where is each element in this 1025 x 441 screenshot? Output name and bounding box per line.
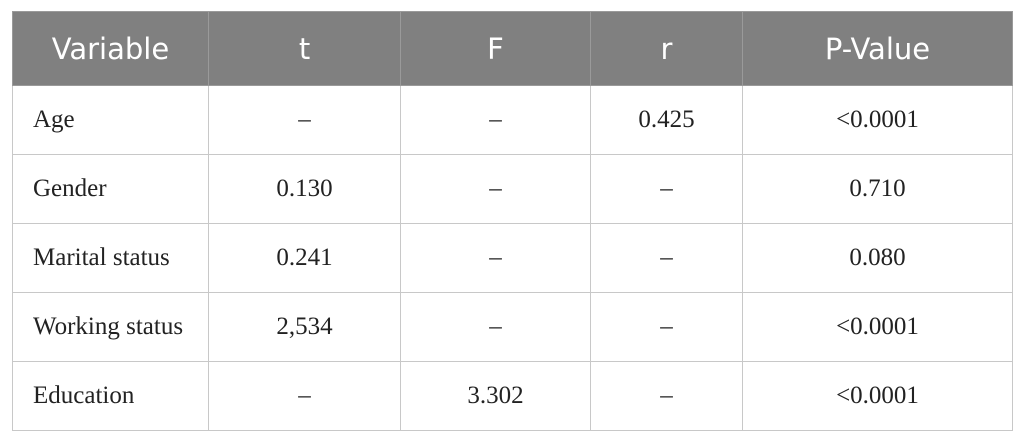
table-row: Working status 2,534– – <0.0001 bbox=[12, 292, 1013, 362]
cell: <0.0001 bbox=[742, 85, 1013, 155]
cell: 2,534 bbox=[208, 292, 401, 362]
cell: <0.0001 bbox=[742, 361, 1013, 431]
cell: – bbox=[590, 223, 743, 293]
header-cell: t bbox=[208, 11, 401, 86]
table-row: Age – –0.425 <0.0001 bbox=[12, 85, 1013, 155]
cell: – bbox=[400, 223, 591, 293]
cell: – bbox=[590, 154, 743, 224]
cell: 0.130 bbox=[208, 154, 401, 224]
header-cell: F bbox=[400, 11, 591, 86]
row-label: Education bbox=[12, 361, 209, 431]
row-label: Working status bbox=[12, 292, 209, 362]
table-row: Gender 0.130– –0.710 bbox=[12, 154, 1013, 224]
row-label: Marital status bbox=[12, 223, 209, 293]
table-row: Education –3.302– <0.0001 bbox=[12, 361, 1013, 431]
table-body: Age – –0.425 <0.0001 Gender 0.130– –0.710 Marit… bbox=[12, 85, 1013, 431]
cell: – bbox=[400, 292, 591, 362]
cell: 3.302 bbox=[400, 361, 591, 431]
header-cell: Variable bbox=[12, 11, 209, 86]
cell: – bbox=[208, 361, 401, 431]
row-label: Age bbox=[12, 85, 209, 155]
cell: <0.0001 bbox=[742, 292, 1013, 362]
table-row: Marital status 0.241– –0.080 bbox=[12, 223, 1013, 293]
cell: – bbox=[590, 361, 743, 431]
cell: – bbox=[208, 85, 401, 155]
cell: 0.080 bbox=[742, 223, 1013, 293]
header-cell: P-Value bbox=[742, 11, 1013, 86]
cell: – bbox=[590, 292, 743, 362]
cell: 0.425 bbox=[590, 85, 743, 155]
cell: – bbox=[400, 154, 591, 224]
cell: – bbox=[400, 85, 591, 155]
cell: 0.710 bbox=[742, 154, 1013, 224]
header-cell: r bbox=[590, 11, 743, 86]
cell: 0.241 bbox=[208, 223, 401, 293]
row-label: Gender bbox=[12, 154, 209, 224]
